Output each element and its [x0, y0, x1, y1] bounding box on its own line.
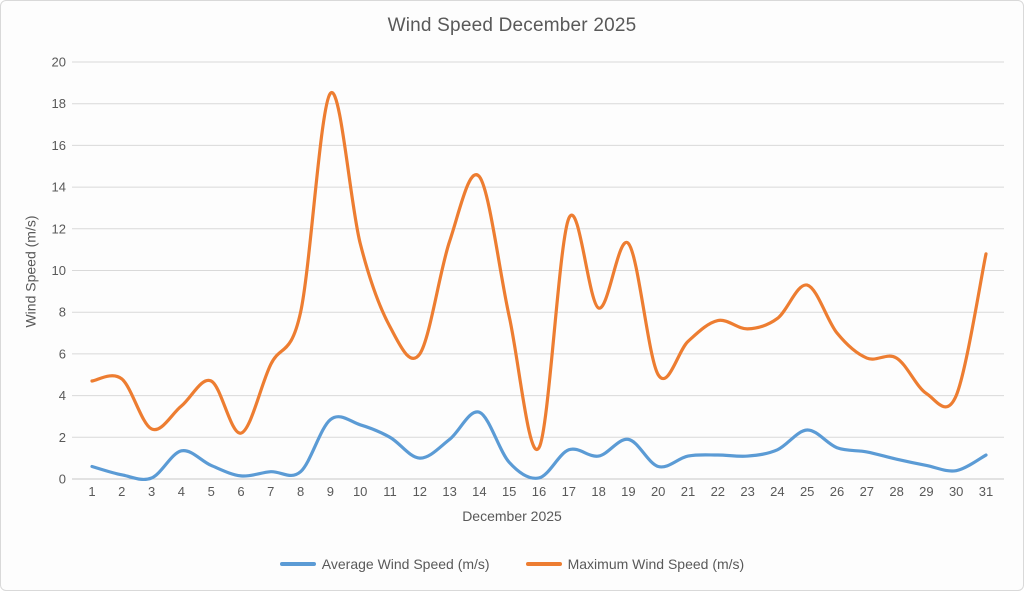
x-tick-label: 14 [472, 484, 486, 499]
x-tick-label: 4 [178, 484, 185, 499]
x-tick-label: 2 [118, 484, 125, 499]
x-tick-label: 17 [562, 484, 576, 499]
y-tick-label: 4 [59, 388, 66, 403]
x-tick-label: 5 [208, 484, 215, 499]
x-tick-label: 10 [353, 484, 367, 499]
legend-label-average: Average Wind Speed (m/s) [321, 556, 490, 572]
x-tick-label: 20 [651, 484, 665, 499]
x-tick-label: 28 [889, 484, 903, 499]
x-tick-label: 24 [770, 484, 784, 499]
y-tick-label: 12 [52, 221, 66, 236]
x-tick-label: 29 [919, 484, 933, 499]
series-line-average [90, 410, 988, 482]
x-tick-label: 26 [830, 484, 844, 499]
x-tick-label: 6 [237, 484, 244, 499]
x-tick-label: 15 [502, 484, 516, 499]
x-tick-label: 30 [949, 484, 963, 499]
x-tick-label: 21 [681, 484, 695, 499]
x-tick-label: 1 [88, 484, 95, 499]
y-tick-label: 6 [59, 346, 66, 361]
y-tick-label: 0 [59, 472, 66, 487]
legend-label-maximum: Maximum Wind Speed (m/s) [567, 556, 745, 572]
legend-item-maximum[interactable]: Maximum Wind Speed (m/s) [525, 556, 745, 572]
x-tick-label: 11 [383, 484, 397, 499]
legend-item-average[interactable]: Average Wind Speed (m/s) [279, 556, 490, 572]
x-tick-label: 18 [591, 484, 605, 499]
y-tick-label: 14 [52, 180, 66, 195]
legend-swatch-average-icon [279, 562, 316, 566]
x-tick-label: 23 [740, 484, 754, 499]
x-tick-label: 13 [442, 484, 456, 499]
x-axis-title: December 2025 [462, 508, 562, 524]
x-tick-label: 22 [711, 484, 725, 499]
x-tick-label: 12 [413, 484, 427, 499]
x-tick-label: 3 [148, 484, 155, 499]
y-tick-label: 16 [52, 138, 66, 153]
x-tick-label: 31 [979, 484, 993, 499]
y-tick-label: 8 [59, 305, 66, 320]
x-tick-label: 19 [621, 484, 635, 499]
x-tick-label: 7 [267, 484, 274, 499]
chart-title: Wind Speed December 2025 [387, 15, 637, 36]
y-tick-label: 18 [52, 96, 66, 111]
legend: Average Wind Speed (m/s) Maximum Wind Sp… [1, 556, 1023, 572]
series-line-maximum [90, 91, 988, 452]
y-tick-label: 10 [52, 263, 66, 278]
x-tick-label: 8 [297, 484, 304, 499]
y-tick-label: 2 [59, 430, 66, 445]
x-tick-label: 27 [860, 484, 874, 499]
x-tick-label: 25 [800, 484, 814, 499]
x-tick-label: 16 [532, 484, 546, 499]
y-tick-label: 20 [52, 55, 66, 70]
legend-swatch-maximum-icon [525, 562, 562, 566]
x-tick-label: 9 [327, 484, 334, 499]
